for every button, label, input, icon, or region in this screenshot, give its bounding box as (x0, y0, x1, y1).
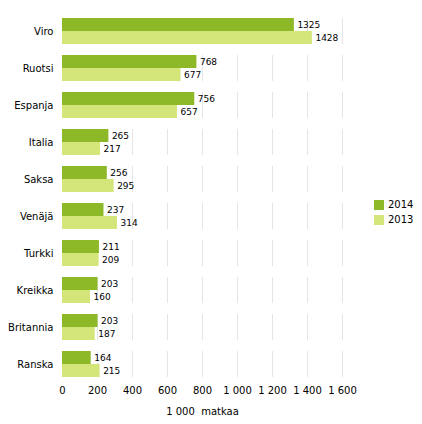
svg-text:600: 600 (158, 385, 177, 396)
svg-text:Viro: Viro (34, 26, 53, 37)
svg-text:1 200: 1 200 (258, 385, 287, 396)
svg-text:203: 203 (101, 279, 118, 289)
svg-text:Venäjä: Venäjä (20, 211, 54, 222)
svg-text:756: 756 (198, 94, 215, 104)
svg-text:209: 209 (102, 255, 119, 265)
svg-text:Italia: Italia (29, 137, 54, 148)
svg-text:Turkki: Turkki (23, 248, 53, 259)
html-text:2013: 2013 (388, 214, 414, 225)
svg-text:768: 768 (200, 57, 217, 67)
svg-text:1325: 1325 (297, 20, 320, 30)
svg-text:211: 211 (102, 242, 119, 252)
svg-text:800: 800 (193, 385, 212, 396)
svg-text:400: 400 (123, 385, 142, 396)
svg-text:Ranska: Ranska (17, 359, 53, 370)
svg-text:Saksa: Saksa (24, 174, 54, 185)
svg-text:1 000: 1 000 (223, 385, 252, 396)
svg-text:1 600: 1 600 (328, 385, 357, 396)
svg-text:203: 203 (101, 316, 118, 326)
svg-text:217: 217 (103, 144, 120, 154)
svg-text:657: 657 (180, 107, 197, 117)
svg-text:160: 160 (94, 292, 111, 302)
svg-text:164: 164 (94, 353, 111, 363)
svg-text:Kreikka: Kreikka (17, 285, 54, 296)
svg-text:Espanja: Espanja (14, 100, 53, 111)
svg-text:256: 256 (110, 168, 127, 178)
svg-text:1 400: 1 400 (293, 385, 322, 396)
svg-text:677: 677 (184, 70, 201, 80)
html-text:2014: 2014 (388, 199, 414, 210)
svg-text:187: 187 (98, 329, 115, 339)
svg-text:215: 215 (103, 366, 120, 376)
svg-text:Britannia: Britannia (8, 322, 53, 333)
svg-text:0: 0 (59, 385, 65, 396)
svg-text:1 000 matkaa: 1 000 matkaa (166, 406, 239, 417)
svg-text:200: 200 (88, 385, 107, 396)
svg-text:Ruotsi: Ruotsi (23, 63, 54, 74)
svg-text:314: 314 (120, 218, 137, 228)
svg-text:1428: 1428 (315, 33, 338, 43)
svg-text:265: 265 (112, 131, 129, 141)
svg-text:295: 295 (117, 181, 134, 191)
svg-text:237: 237 (107, 205, 124, 215)
